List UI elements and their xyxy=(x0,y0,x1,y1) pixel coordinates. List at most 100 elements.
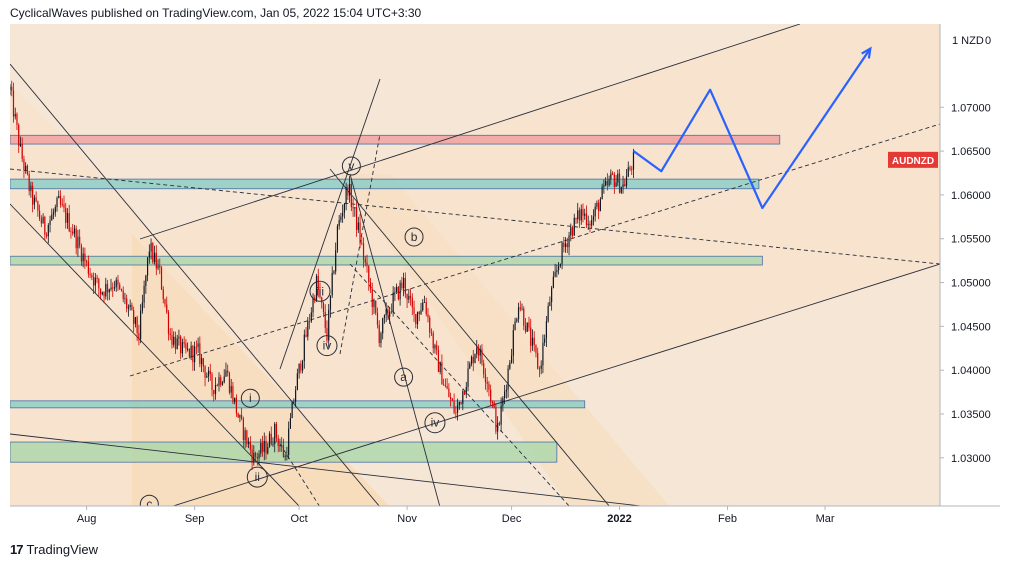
candle-body xyxy=(507,368,509,390)
candle-body xyxy=(444,385,446,387)
candle-body xyxy=(73,228,76,234)
candle-body xyxy=(321,297,323,303)
candle-body xyxy=(364,259,366,263)
candle-body xyxy=(49,220,51,225)
candle-body xyxy=(126,298,128,309)
candle-body xyxy=(493,402,495,408)
candle-body xyxy=(537,352,539,369)
candle-body xyxy=(153,252,156,262)
candle-body xyxy=(289,418,291,429)
candle-body xyxy=(44,217,46,235)
candle-body xyxy=(392,292,394,312)
candle-body xyxy=(99,288,102,295)
candle-body xyxy=(580,209,582,221)
currency-value: 0 xyxy=(985,35,991,47)
candle-body xyxy=(108,289,110,293)
candle-body xyxy=(96,277,98,279)
candle-body xyxy=(357,222,359,230)
candle-body xyxy=(608,179,610,186)
candle-body xyxy=(519,307,521,309)
candle-body xyxy=(411,297,413,308)
candle-body xyxy=(477,347,480,356)
candle-body xyxy=(498,423,500,425)
candle-body xyxy=(63,204,65,208)
candle-body xyxy=(166,304,168,313)
candle-body xyxy=(340,216,342,221)
candle-body xyxy=(476,347,478,355)
tradingview-brand[interactable]: 17 TradingView xyxy=(10,542,98,557)
candle-body xyxy=(343,204,345,213)
candle-body xyxy=(416,311,419,325)
candle-body xyxy=(505,389,507,392)
candle-body xyxy=(331,272,333,296)
wave-label-circle xyxy=(404,227,424,247)
candle-body xyxy=(336,225,339,251)
candle-body xyxy=(298,363,300,374)
wave-label-i: i xyxy=(249,391,252,405)
candle-body xyxy=(490,389,492,403)
candle-body xyxy=(112,287,114,289)
candle-body xyxy=(418,311,420,315)
candle-body xyxy=(533,337,535,345)
candle-body xyxy=(216,384,218,386)
candle-body xyxy=(270,433,272,445)
candle-body xyxy=(92,277,95,286)
candle-body xyxy=(385,309,387,316)
projection-arrowhead-icon xyxy=(861,46,872,59)
candle-body xyxy=(284,455,286,457)
candle-body xyxy=(394,291,396,293)
candle-body xyxy=(146,257,149,276)
candle-body xyxy=(225,370,227,377)
candle-body xyxy=(504,391,506,399)
candle-body xyxy=(462,391,464,404)
candle-body xyxy=(402,277,405,288)
candle-body xyxy=(420,310,422,315)
candle-body xyxy=(350,183,352,208)
candle-body xyxy=(361,242,363,244)
trendline-12 xyxy=(339,133,381,355)
candle-body xyxy=(89,273,91,276)
candle-body xyxy=(268,433,271,448)
candle-body xyxy=(101,292,103,295)
candle-body xyxy=(228,372,231,393)
trendline-3 xyxy=(139,24,801,240)
price-chart[interactable]: v iii iv i ii iv b a c 1 NZD 0 1.07000 1.06500 1.060… xyxy=(10,24,1000,534)
candle-body xyxy=(371,288,373,308)
candle-body xyxy=(333,271,335,273)
candle-body xyxy=(65,207,67,223)
candle-body xyxy=(376,312,379,325)
candle-body xyxy=(594,206,596,217)
candle-body xyxy=(472,356,474,364)
candle-body xyxy=(517,307,520,320)
candle-body xyxy=(535,344,537,353)
candle-body xyxy=(214,384,217,395)
candle-body xyxy=(23,158,25,170)
candle-body xyxy=(59,195,62,205)
candle-body xyxy=(349,183,351,196)
candle-body xyxy=(66,213,69,223)
candle-body xyxy=(355,207,358,230)
candle-body xyxy=(383,315,386,319)
time-tick-label: Nov xyxy=(397,513,417,525)
candle-body xyxy=(486,381,488,384)
candle-body xyxy=(514,321,516,331)
candle-body xyxy=(497,423,499,432)
candle-body xyxy=(82,253,84,262)
candle-body xyxy=(242,418,244,440)
candle-body xyxy=(190,345,192,358)
trendline-13 xyxy=(279,443,320,506)
candle-body xyxy=(399,282,401,300)
candle-body xyxy=(115,279,117,288)
candle-body xyxy=(98,278,100,289)
candle-body xyxy=(75,228,77,249)
candle-body xyxy=(451,399,453,401)
candle-body xyxy=(30,185,32,192)
candle-body xyxy=(275,423,278,439)
candle-body xyxy=(209,370,211,375)
candle-body xyxy=(366,262,368,267)
support-resistance-zone-3 xyxy=(10,255,763,266)
candle-body xyxy=(627,167,629,177)
candle-body xyxy=(387,309,389,317)
candle-body xyxy=(406,293,408,300)
